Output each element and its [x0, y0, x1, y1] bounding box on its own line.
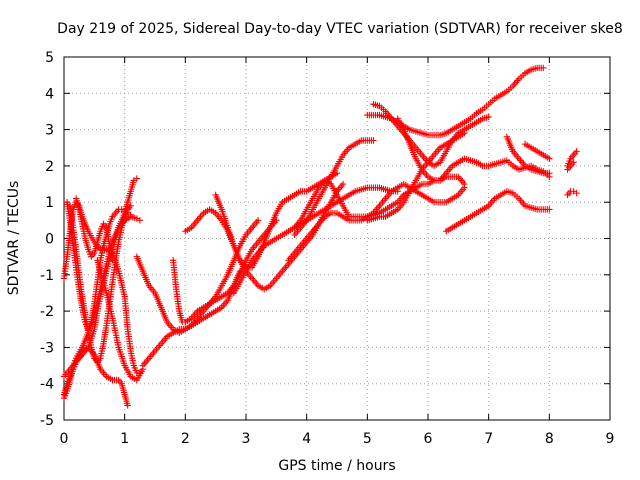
series-markers	[364, 130, 468, 224]
y-tick-label: 1	[45, 195, 54, 211]
series-20	[364, 130, 468, 224]
series-markers	[564, 159, 577, 173]
series-markers	[66, 202, 134, 366]
y-tick-label: -2	[40, 304, 54, 320]
series-23	[521, 140, 553, 162]
x-tick-label: 6	[424, 431, 433, 447]
chart-title: Day 219 of 2025, Sidereal Day-to-day VTE…	[57, 21, 623, 37]
axis-ticks: 0 1 2 3 4 5 6 7 8 9 -5 -4 -3 -2 -1 0 1 2 3 4 5	[40, 50, 614, 447]
series-10	[170, 217, 280, 326]
y-tick-label: 5	[45, 50, 54, 66]
series-markers	[133, 253, 244, 337]
series-17	[364, 64, 547, 139]
series-markers	[564, 188, 580, 199]
y-tick-label: 2	[45, 159, 54, 175]
y-tick-label: 3	[45, 123, 54, 139]
series-markers	[72, 195, 116, 264]
x-tick-label: 7	[484, 431, 493, 447]
series-14	[291, 137, 377, 239]
series-22	[503, 133, 553, 177]
series-26	[564, 159, 577, 173]
y-tick-label: -5	[40, 413, 54, 429]
y-tick-label: -4	[40, 377, 54, 393]
series-markers	[170, 217, 280, 326]
series-markers	[285, 180, 468, 264]
x-tick-label: 4	[302, 431, 311, 447]
series-markers	[291, 137, 377, 239]
series-markers	[364, 64, 547, 139]
x-tick-label: 5	[363, 431, 372, 447]
x-tick-label: 0	[60, 431, 69, 447]
y-axis-label: SDTVAR / TECUs	[6, 181, 22, 296]
x-tick-label: 9	[606, 431, 615, 447]
y-tick-label: 4	[45, 86, 54, 102]
series-markers	[521, 140, 553, 162]
y-tick-label: -3	[40, 340, 54, 356]
series-markers	[443, 188, 553, 235]
x-tick-label: 8	[545, 431, 554, 447]
series-21	[443, 188, 553, 235]
x-tick-label: 2	[181, 431, 190, 447]
x-axis-label: GPS time / hours	[278, 458, 395, 474]
series-markers	[94, 257, 147, 384]
series-5	[66, 202, 134, 366]
series-markers	[503, 133, 553, 177]
series-8	[133, 253, 244, 337]
y-tick-label: 0	[45, 232, 54, 248]
data-points	[60, 64, 580, 409]
x-tick-label: 3	[242, 431, 251, 447]
series-7	[94, 257, 147, 384]
series-16	[285, 180, 468, 264]
series-25	[564, 188, 580, 199]
x-tick-label: 1	[120, 431, 129, 447]
y-tick-label: -1	[40, 268, 54, 284]
series-6	[72, 195, 116, 264]
